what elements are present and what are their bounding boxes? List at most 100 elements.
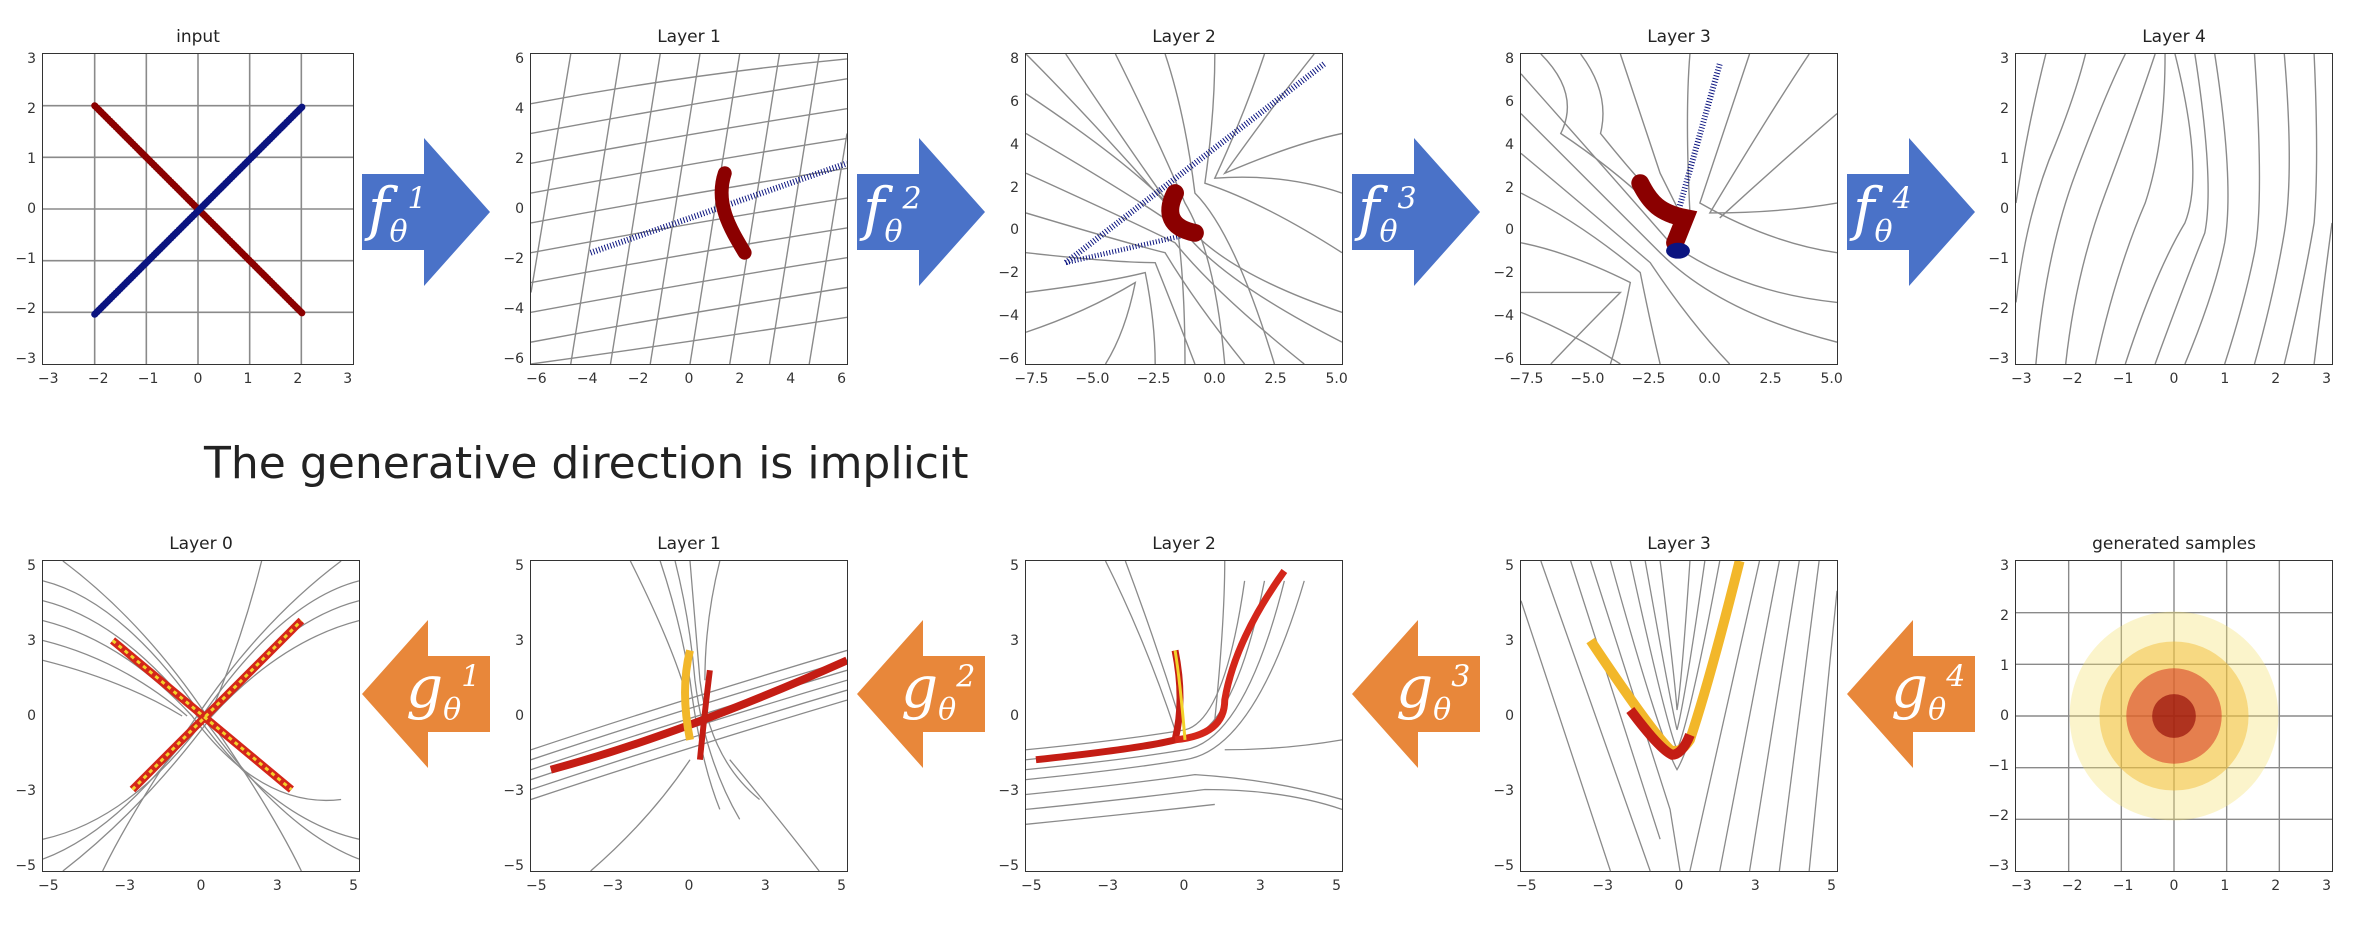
y-tick-label: 3 bbox=[2000, 558, 2009, 575]
plot-area bbox=[1025, 560, 1343, 872]
x-tick-label: 1 bbox=[243, 371, 253, 387]
caption: The generative direction is implicit bbox=[204, 438, 969, 489]
plot-area bbox=[1520, 560, 1838, 872]
x-tick-label: −6 bbox=[526, 371, 547, 387]
x-tick-label: 5 bbox=[349, 878, 359, 894]
y-tick-label: 2 bbox=[27, 101, 36, 118]
x-tick-label: 0 bbox=[684, 878, 694, 894]
y-tick-label: −5 bbox=[998, 857, 1019, 874]
y-tick-label: 0 bbox=[515, 201, 524, 217]
x-tick-label: 1 bbox=[2220, 878, 2230, 894]
y-tick-label: −4 bbox=[1493, 307, 1514, 324]
y-tick-label: 0 bbox=[27, 708, 36, 724]
x-tick-label: 0 bbox=[1674, 878, 1684, 894]
y-tick-label: −6 bbox=[503, 350, 524, 367]
x-tick-label: −1 bbox=[2112, 371, 2134, 387]
y-tick-label: −5 bbox=[503, 857, 524, 874]
x-tick-label: 2.5 bbox=[1264, 371, 1287, 387]
layer-3-grid bbox=[1521, 54, 1837, 364]
x-tick-label: −3 bbox=[602, 878, 623, 894]
layer-1-grid bbox=[531, 54, 847, 364]
backward-arrow-g2: gθ2 bbox=[857, 620, 985, 768]
forward-arrow-f1: fθ1 bbox=[362, 138, 490, 286]
y-tick-label: −5 bbox=[15, 857, 36, 874]
plot-title: Layer 4 bbox=[2142, 27, 2206, 47]
x-tick-label: −2 bbox=[87, 371, 109, 387]
y-tick-label: −3 bbox=[15, 350, 36, 367]
plot-title: Layer 0 bbox=[169, 534, 233, 554]
arrow-left-icon bbox=[857, 620, 985, 768]
x-tick-label: 0 bbox=[2169, 371, 2179, 387]
backward-arrow-g1: gθ1 bbox=[362, 620, 490, 768]
y-tick-label: 4 bbox=[1010, 136, 1019, 153]
bottom-plot-generated-samples: generated samples −3 −2 −1 0 1 2 3 3 2 1 0 −1 −2 −3 bbox=[1988, 534, 2333, 894]
plot-area bbox=[530, 560, 848, 872]
layer-2-grid bbox=[1026, 54, 1342, 364]
x-tick-label: 5 bbox=[1827, 878, 1837, 894]
x-tick-label: −2 bbox=[627, 371, 649, 387]
plot-area bbox=[42, 53, 354, 365]
y-tick-label: 6 bbox=[515, 51, 524, 68]
y-tick-label: 0 bbox=[1010, 222, 1019, 239]
y-tick-label: −1 bbox=[1988, 250, 2009, 267]
x-tick-label: −5 bbox=[1516, 878, 1537, 894]
y-tick-label: −2 bbox=[1493, 265, 1514, 282]
top-plot-input: input −3 −2 −1 0 1 2 3 3 2 1 0 −1 −2 −3 bbox=[15, 27, 354, 387]
y-tick-label: 5 bbox=[1505, 558, 1514, 575]
plot-title: input bbox=[176, 27, 220, 47]
y-tick-label: 8 bbox=[1505, 51, 1514, 68]
arrow-label: gθ2 bbox=[901, 653, 976, 728]
backward-arrow-g4: gθ4 bbox=[1847, 620, 1975, 768]
x-tick-label: 2 bbox=[2271, 371, 2281, 387]
y-tick-label: −1 bbox=[1988, 757, 2009, 774]
y-tick-label: 6 bbox=[1505, 94, 1514, 111]
x-tick-label: 6 bbox=[837, 371, 847, 387]
x-tick-label: 5.0 bbox=[1325, 371, 1348, 387]
y-tick-label: 1 bbox=[27, 151, 36, 168]
plot-title: Layer 3 bbox=[1647, 27, 1711, 47]
plot-title: Layer 1 bbox=[657, 27, 721, 47]
y-tick-label: 2 bbox=[1505, 179, 1514, 196]
layer-3-density bbox=[1521, 561, 1837, 871]
top-plot-layer-3: Layer 3 −7.5 −5.0 −2.5 0.0 2.5 5.0 8 6 4 2 0 −2 −4 −6 bbox=[1493, 27, 1842, 387]
x-tick-label: 0 bbox=[684, 371, 694, 387]
x-tick-label: −2.5 bbox=[1631, 371, 1666, 387]
layer-0-density bbox=[43, 561, 359, 871]
y-tick-label: −3 bbox=[503, 782, 524, 799]
x-tick-label: 3 bbox=[343, 371, 353, 387]
x-tick-label: 4 bbox=[786, 371, 796, 387]
y-tick-label: 3 bbox=[27, 633, 36, 650]
y-tick-label: −3 bbox=[1493, 782, 1514, 799]
x-tick-label: −2 bbox=[2061, 878, 2083, 894]
plot-title: Layer 2 bbox=[1152, 534, 1216, 554]
y-tick-label: −2 bbox=[15, 300, 36, 317]
y-tick-label: −2 bbox=[1988, 807, 2009, 824]
x-tick-label: −5 bbox=[38, 878, 59, 894]
forward-arrow-f3: fθ3 bbox=[1352, 138, 1480, 286]
y-tick-label: 3 bbox=[515, 633, 524, 650]
y-tick-label: 8 bbox=[1010, 51, 1019, 68]
x-tick-label: −3 bbox=[114, 878, 135, 894]
plot-title: Layer 3 bbox=[1647, 534, 1711, 554]
forward-arrow-f4: fθ4 bbox=[1847, 138, 1975, 286]
x-tick-label: 0 bbox=[1179, 878, 1189, 894]
y-tick-label: 2 bbox=[2000, 101, 2009, 118]
top-plot-layer-4: Layer 4 −3 −2 −1 0 1 2 3 3 2 1 0 −1 −2 −3 bbox=[1988, 27, 2333, 387]
y-tick-label: 4 bbox=[1505, 136, 1514, 153]
x-tick-label: 1 bbox=[2220, 371, 2230, 387]
y-tick-label: −5 bbox=[1493, 857, 1514, 874]
plot-area bbox=[530, 53, 848, 365]
x-tick-label: 0 bbox=[2169, 878, 2179, 894]
bottom-plot-layer-1: Layer 1 −5 −3 0 3 5 5 3 0 −3 −5 bbox=[503, 534, 848, 894]
y-tick-label: −6 bbox=[998, 350, 1019, 367]
arrow-right-icon bbox=[1352, 138, 1480, 286]
y-tick-label: −3 bbox=[998, 782, 1019, 799]
y-tick-label: 5 bbox=[1010, 558, 1019, 575]
x-tick-label: −5 bbox=[526, 878, 547, 894]
y-tick-label: 5 bbox=[27, 558, 36, 575]
arrow-right-icon bbox=[1847, 138, 1975, 286]
x-tick-label: 3 bbox=[272, 878, 282, 894]
bottom-plot-layer-2: Layer 2 −5 −3 0 3 5 5 3 0 −3 −5 bbox=[998, 534, 1343, 894]
arrow-right-icon bbox=[857, 138, 985, 286]
x-tick-label: 0 bbox=[193, 371, 203, 387]
